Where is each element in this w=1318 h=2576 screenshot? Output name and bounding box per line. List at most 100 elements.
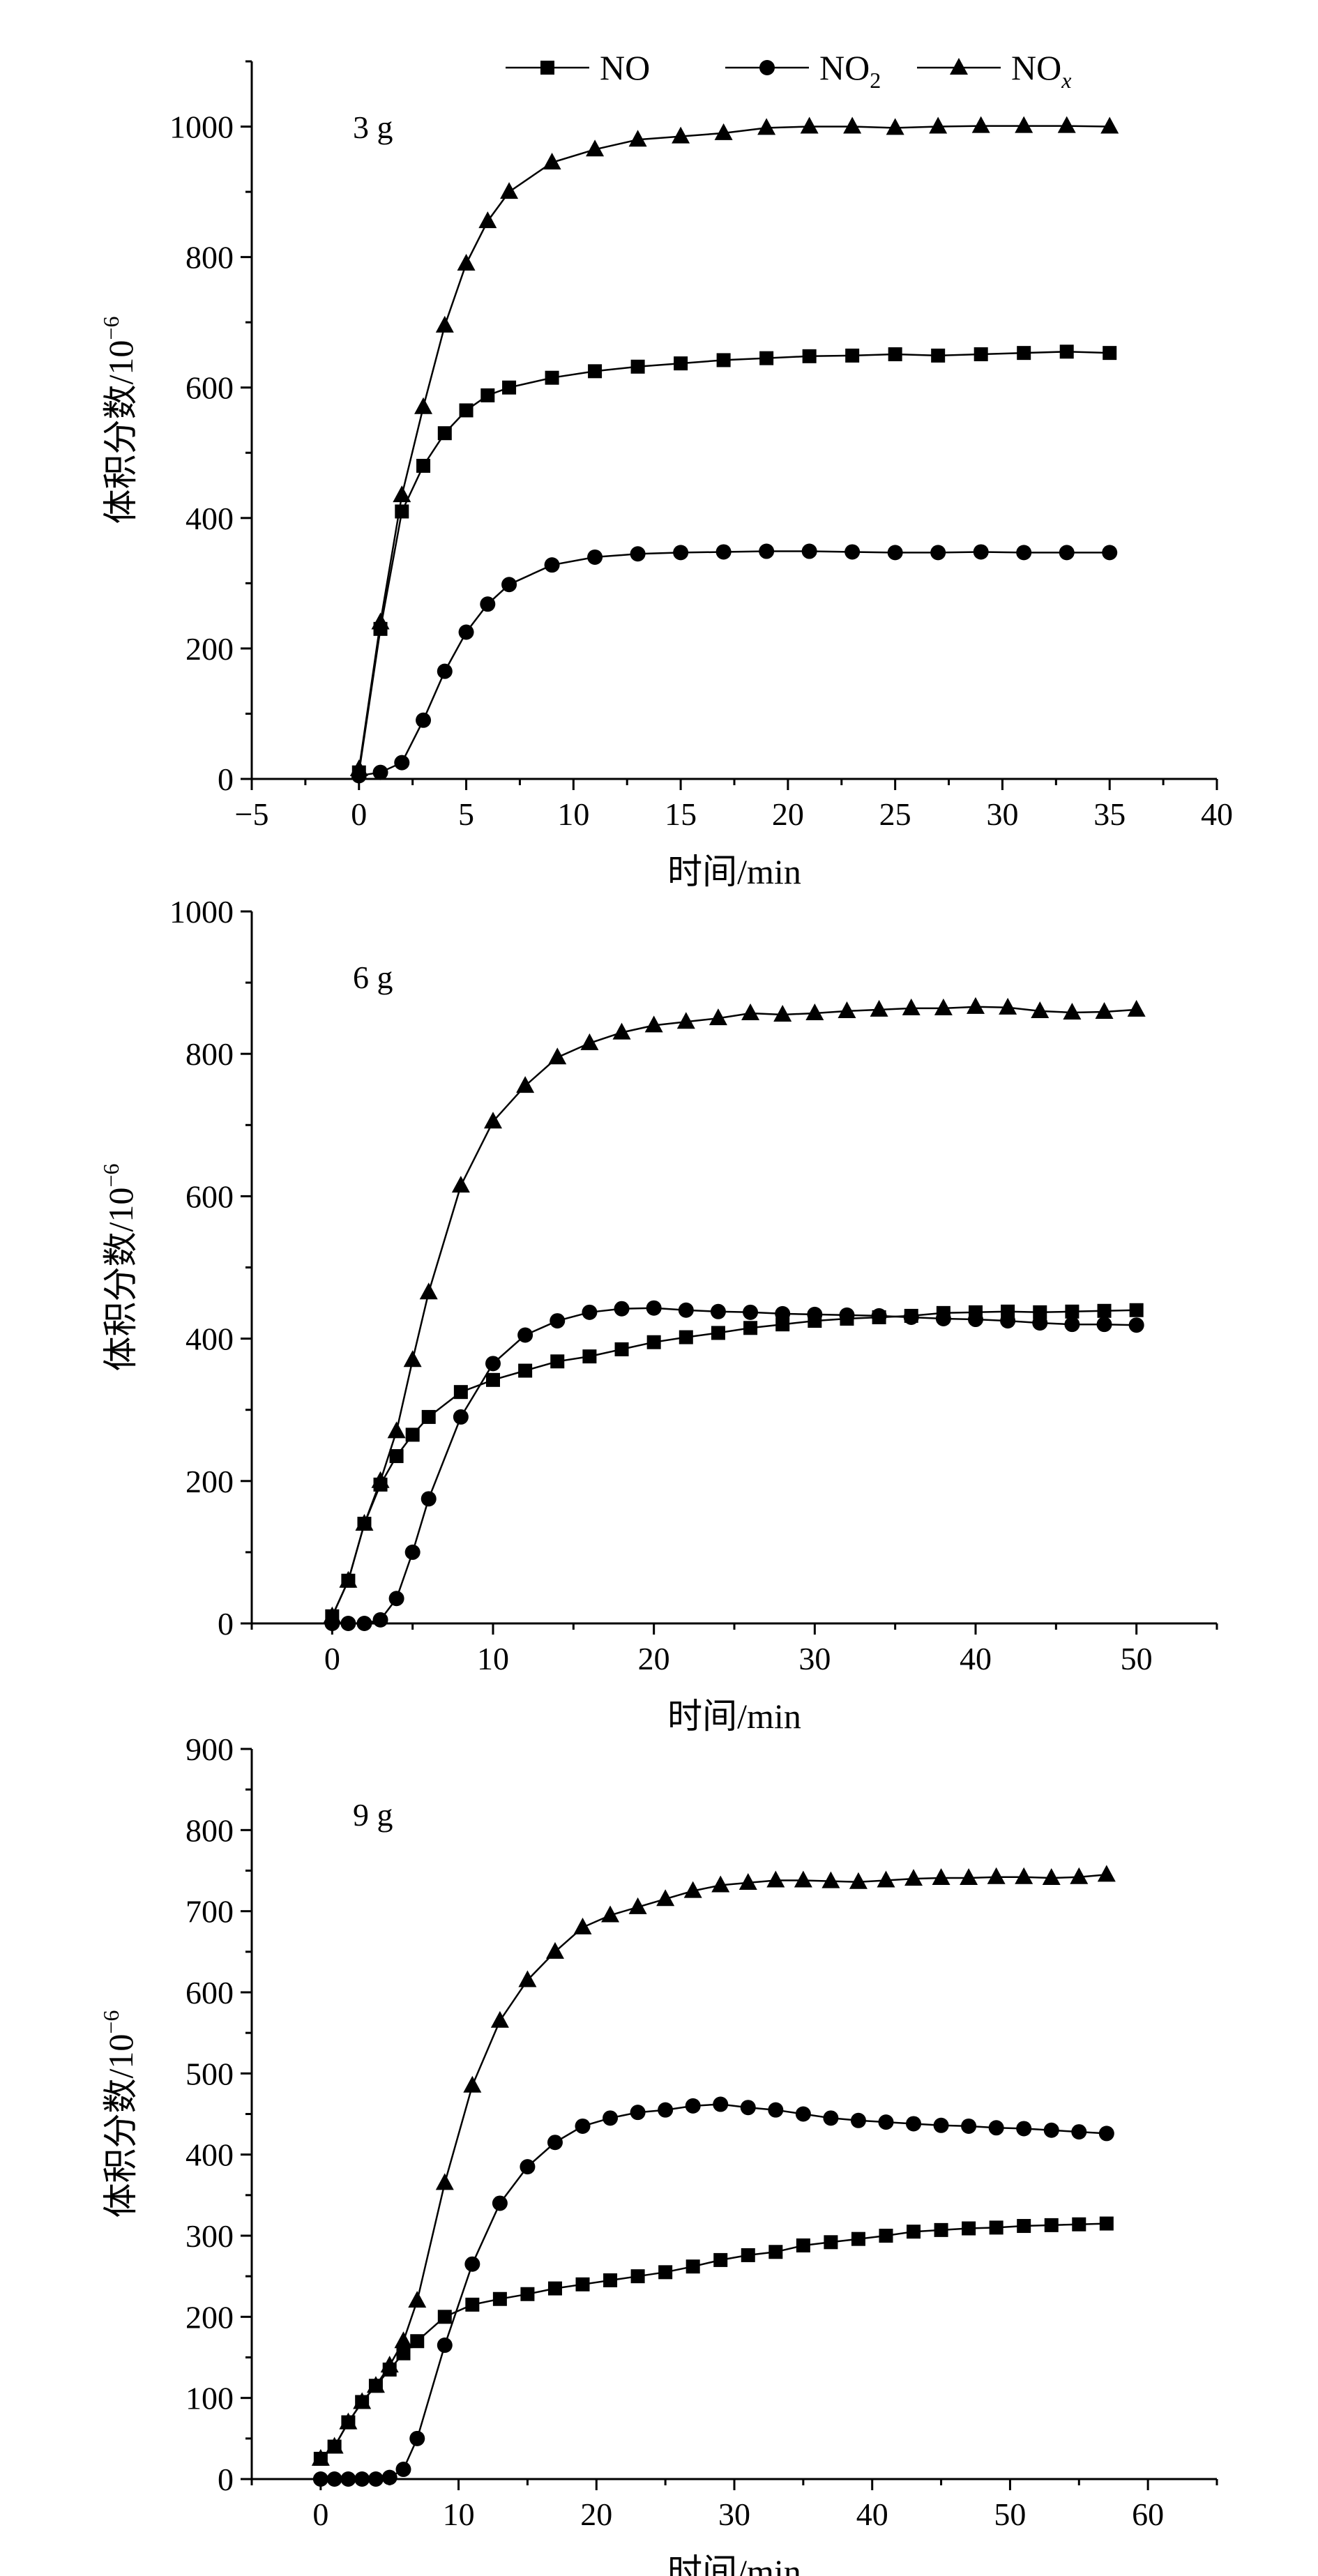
data-point-NO: [480, 388, 495, 402]
y-tick-label: 600: [185, 1975, 234, 2010]
data-point-NOx: [628, 130, 647, 147]
data-point-NO2: [1032, 1315, 1048, 1331]
data-point-NO2: [1098, 2126, 1114, 2142]
data-point-NO2: [906, 2116, 922, 2132]
y-tick-label: 400: [185, 2137, 234, 2173]
data-point-NO2: [807, 1306, 823, 1322]
data-point-NOx: [543, 152, 561, 169]
data-point-NO2: [1016, 545, 1032, 561]
data-point-NOx: [794, 1870, 812, 1888]
data-point-NO2: [340, 2471, 356, 2487]
x-tick-label: 40: [1201, 796, 1233, 832]
series-NO2: [351, 543, 1118, 784]
series-line-NOx: [320, 1874, 1107, 2460]
data-point-NO: [934, 2222, 948, 2237]
data-point-NOx: [757, 118, 776, 135]
data-point-NO2: [520, 2159, 536, 2175]
legend-marker-circle: [759, 60, 775, 75]
data-point-NOx: [1063, 1002, 1082, 1020]
data-point-NO2: [740, 2100, 756, 2116]
data-point-NOx: [355, 1514, 374, 1531]
data-point-NO: [743, 1321, 758, 1335]
data-point-NO2: [850, 2112, 866, 2128]
data-point-NOx: [339, 2412, 358, 2430]
data-point-NO2: [759, 543, 775, 559]
data-point-NOx: [676, 1012, 695, 1029]
data-point-NOx: [714, 123, 733, 140]
data-point-NOx: [904, 1869, 923, 1886]
data-point-NO2: [480, 596, 496, 612]
data-point-NO2: [743, 1304, 759, 1320]
data-point-NO2: [930, 545, 946, 561]
x-tick-label: 25: [879, 796, 911, 832]
y-tick-label: 400: [185, 501, 234, 536]
data-point-NO2: [630, 2105, 646, 2121]
data-point-NOx: [886, 118, 904, 135]
data-point-NOx: [414, 397, 433, 414]
x-tick-label: 30: [986, 796, 1018, 832]
data-point-NO: [1033, 1305, 1047, 1319]
data-point-NO2: [1059, 545, 1075, 561]
data-point-NO: [1065, 1304, 1080, 1319]
data-point-NO2: [381, 2469, 397, 2485]
data-point-NOx: [545, 1941, 564, 1959]
legend-label: NO2: [819, 48, 881, 93]
data-point-NO: [1099, 2216, 1114, 2231]
data-point-NOx: [371, 612, 390, 630]
legend-marker-triangle: [950, 58, 968, 75]
data-point-NOx: [628, 1897, 647, 1914]
data-point-NO2: [1096, 1317, 1112, 1333]
y-tick-label: 800: [185, 240, 234, 275]
data-point-NOx: [435, 315, 454, 333]
legend-label: NOx: [1011, 48, 1071, 93]
x-tick-label: 10: [557, 796, 589, 832]
data-point-NO2: [878, 2114, 894, 2130]
data-point-NO2: [768, 2102, 784, 2118]
data-point-NO: [1097, 1303, 1112, 1318]
data-point-NO: [658, 2265, 673, 2280]
data-point-NOx: [325, 2437, 344, 2454]
x-tick-label: 30: [718, 2497, 750, 2532]
x-tick-label: 30: [798, 1641, 831, 1676]
data-point-NO2: [1071, 2124, 1087, 2140]
data-point-NO2: [458, 624, 474, 640]
data-point-NOx: [380, 2356, 399, 2373]
data-point-NO2: [673, 545, 689, 561]
y-tick-label: 1000: [169, 894, 234, 930]
y-tick-label: 0: [218, 1606, 234, 1642]
data-point-NOx: [518, 1970, 537, 1987]
y-axis-title-exponent: −6: [98, 317, 123, 340]
data-point-NO: [759, 351, 774, 365]
chart-annotation: 9 g: [353, 1797, 393, 1833]
data-point-NO2: [453, 1409, 469, 1425]
data-point-NOx: [738, 1872, 757, 1890]
series-NOx: [349, 116, 1119, 776]
data-point-NOx: [821, 1871, 840, 1888]
data-point-NOx: [672, 126, 690, 144]
x-tick-label: 40: [960, 1641, 992, 1676]
data-point-NOx: [838, 1001, 856, 1018]
series-NOx: [311, 1865, 1116, 2466]
y-tick-label: 800: [185, 1036, 234, 1072]
data-point-NO: [630, 2269, 645, 2284]
data-point-NOx: [339, 1570, 358, 1588]
y-axis-title: 体积分数/10−6: [98, 317, 140, 524]
x-tick-label: 35: [1093, 796, 1126, 832]
chart-annotation: 6 g: [353, 960, 393, 995]
data-point-NOx: [902, 998, 921, 1015]
data-point-NOx: [586, 139, 605, 157]
y-axis-title-exponent: −6: [98, 2010, 123, 2034]
data-point-NO: [520, 2287, 535, 2301]
legend-label-base: NO: [819, 48, 870, 87]
x-tick-label: −5: [235, 796, 269, 832]
data-point-NO: [1044, 2218, 1059, 2232]
data-point-NO: [389, 1449, 404, 1464]
data-point-NO2: [501, 577, 517, 593]
legend-marker-square: [540, 61, 554, 75]
data-point-NO2: [1043, 2122, 1059, 2138]
data-point-NOx: [403, 1350, 422, 1367]
data-point-NOx: [1042, 1867, 1061, 1885]
data-point-NOx: [500, 182, 519, 199]
data-point-NO: [459, 403, 474, 418]
data-point-NO: [486, 1372, 500, 1387]
